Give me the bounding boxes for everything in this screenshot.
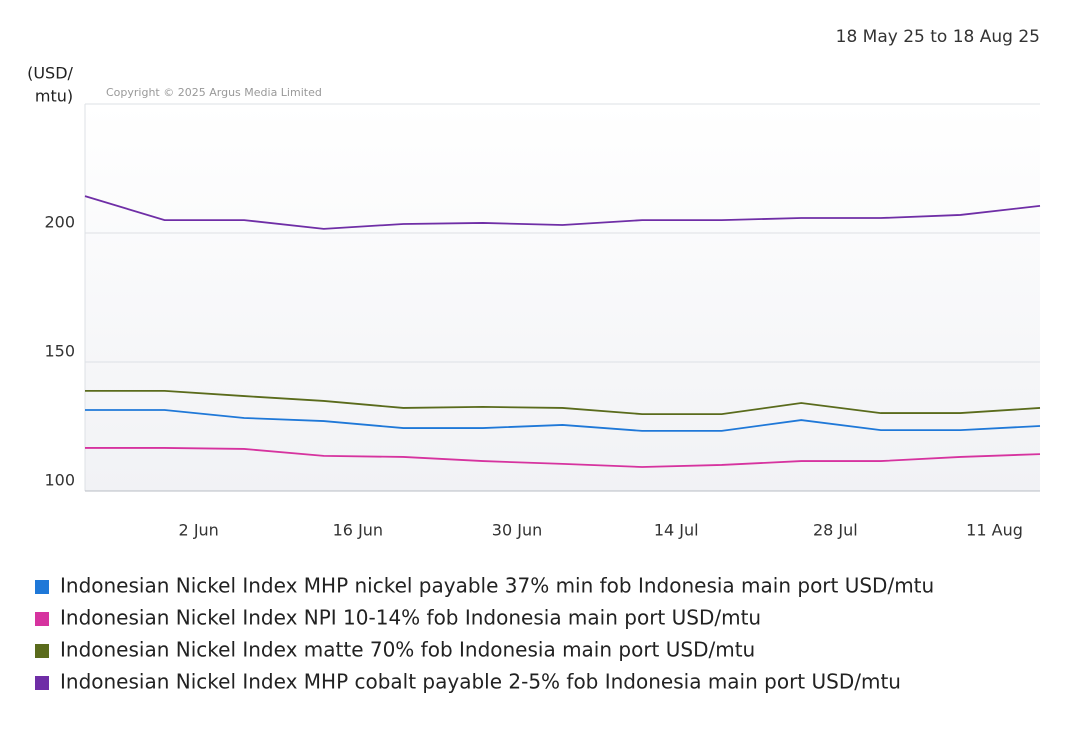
legend-swatch — [35, 580, 49, 594]
series-line — [84, 195, 1041, 230]
y-axis-label: (USD/ — [27, 64, 73, 83]
y-tick-label: 200 — [44, 213, 75, 232]
x-tick-label: 11 Aug — [966, 521, 1023, 540]
legend-label: Indonesian Nickel Index MHP cobalt payab… — [60, 670, 901, 694]
x-tick-label: 28 Jul — [813, 521, 858, 540]
y-axis-label: mtu) — [35, 87, 73, 106]
series-line — [85, 389, 1041, 416]
legend-swatch — [35, 612, 49, 626]
y-tick-label: 100 — [44, 471, 75, 490]
y-tick-label: 150 — [44, 342, 75, 361]
copyright: Copyright © 2025 Argus Media Limited — [106, 86, 322, 99]
x-tick-label: 30 Jun — [492, 521, 542, 540]
series-line — [85, 409, 1041, 432]
legend-label: Indonesian Nickel Index MHP nickel payab… — [60, 574, 934, 598]
x-tick-label: 2 Jun — [179, 521, 219, 540]
legend-label: Indonesian Nickel Index NPI 10-14% fob I… — [60, 606, 761, 630]
series-line — [85, 447, 1041, 468]
legend-swatch — [35, 644, 49, 658]
legend-swatch — [35, 676, 49, 690]
x-tick-label: 14 Jul — [654, 521, 699, 540]
date-range: 18 May 25 to 18 Aug 25 — [836, 27, 1040, 47]
plot-area — [85, 104, 1040, 491]
x-tick-label: 16 Jun — [333, 521, 383, 540]
legend-label: Indonesian Nickel Index matte 70% fob In… — [60, 638, 755, 662]
